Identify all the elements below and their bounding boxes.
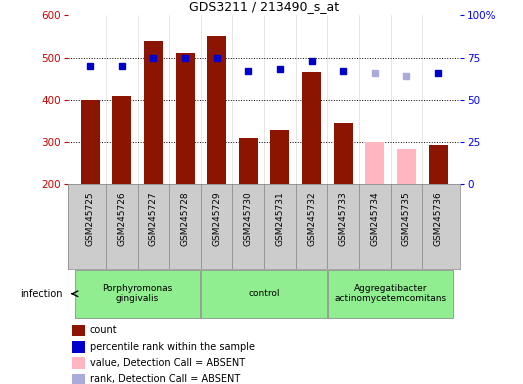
Text: GSM245736: GSM245736 <box>434 191 442 246</box>
Bar <box>207 36 226 184</box>
Bar <box>176 53 195 184</box>
Text: infection: infection <box>20 289 63 299</box>
Text: GSM245727: GSM245727 <box>149 191 158 246</box>
Text: GSM245731: GSM245731 <box>276 191 285 246</box>
Text: Aggregatibacter
actinomycetemcomitans: Aggregatibacter actinomycetemcomitans <box>335 284 447 303</box>
Text: GSM245728: GSM245728 <box>180 191 189 246</box>
Text: GSM245735: GSM245735 <box>402 191 411 246</box>
Bar <box>72 341 85 353</box>
Title: GDS3211 / 213490_s_at: GDS3211 / 213490_s_at <box>189 0 339 13</box>
Text: GSM245734: GSM245734 <box>370 191 379 246</box>
Bar <box>302 73 321 184</box>
Text: GSM245732: GSM245732 <box>307 191 316 246</box>
Text: control: control <box>248 289 280 298</box>
Bar <box>201 270 327 318</box>
Text: GSM245725: GSM245725 <box>86 191 95 246</box>
Bar <box>239 138 258 184</box>
Bar <box>72 357 85 369</box>
Text: GSM245726: GSM245726 <box>117 191 126 246</box>
Bar <box>270 130 289 184</box>
Bar <box>72 324 85 336</box>
Text: GSM245729: GSM245729 <box>212 191 221 246</box>
Bar <box>81 100 99 184</box>
Text: value, Detection Call = ABSENT: value, Detection Call = ABSENT <box>89 358 245 368</box>
Bar <box>112 96 131 184</box>
Text: rank, Detection Call = ABSENT: rank, Detection Call = ABSENT <box>89 374 240 384</box>
Text: GSM245733: GSM245733 <box>339 191 348 246</box>
Text: count: count <box>89 326 117 336</box>
Bar <box>72 374 85 384</box>
Text: percentile rank within the sample: percentile rank within the sample <box>89 342 255 352</box>
Bar <box>334 123 353 184</box>
Bar <box>397 149 416 184</box>
Bar <box>429 146 448 184</box>
Bar <box>328 270 453 318</box>
Text: GSM245730: GSM245730 <box>244 191 253 246</box>
Bar <box>75 270 200 318</box>
Text: Porphyromonas
gingivalis: Porphyromonas gingivalis <box>103 284 173 303</box>
Bar <box>366 142 384 184</box>
Bar <box>144 41 163 184</box>
